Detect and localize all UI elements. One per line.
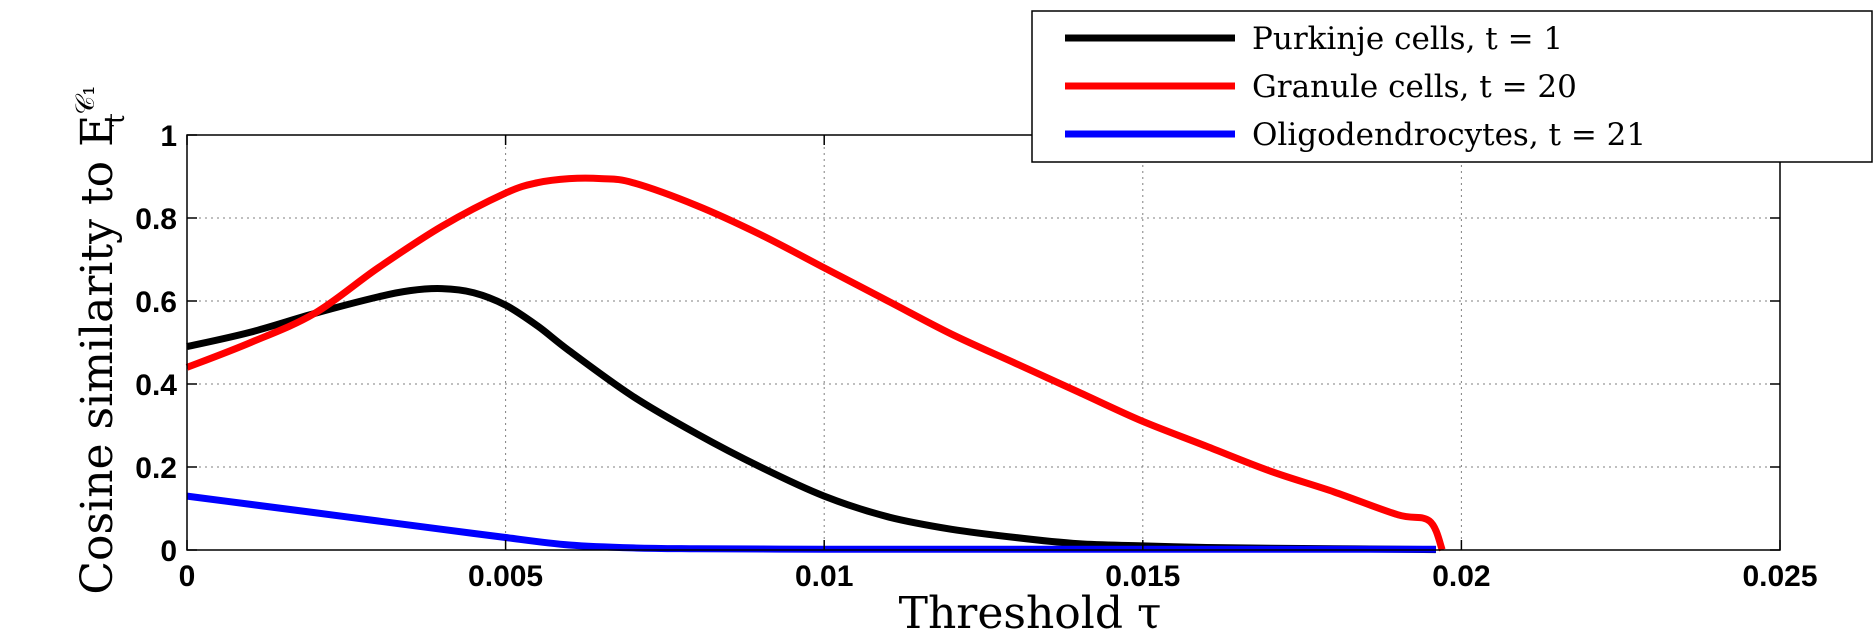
y-tick-label: 0.4 [135,369,177,402]
legend-label-2: Granule cells, t = 20 [1252,69,1577,105]
x-tick-label: 0 [179,560,196,593]
legend: Purkinje cells, t = 1 Granule cells, t = … [1031,10,1873,163]
y-tick-label: 0 [160,535,177,568]
y-tick-labels: 0 0.2 0.4 0.6 0.8 1 [135,120,177,568]
y-tick-label: 0.6 [135,286,177,319]
series-layer [185,174,1446,554]
axis-ticks [186,134,1781,551]
x-axis-title: Threshold τ [899,588,1162,639]
y-tick-label: 1 [160,120,177,153]
x-tick-labels: 0 0.005 0.01 0.015 0.02 0.025 [179,560,1818,593]
legend-label-3: Oligodendrocytes, t = 21 [1252,117,1646,153]
grid-lines [187,135,1780,550]
legend-label-1: Purkinje cells, t = 1 [1252,21,1563,57]
y-axis-title-sup: 𝒞₁ [71,85,101,114]
y-axis-title-main: Cosine similarity to E [72,115,123,595]
x-tick-label: 0.005 [468,560,543,593]
series-line-1 [186,285,1436,554]
y-axis-title-sub: τ [101,113,131,127]
y-tick-label: 0.8 [135,203,177,236]
series-line-2 [185,174,1446,552]
legend-entries: Purkinje cells, t = 1 Granule cells, t = … [1065,21,1646,153]
x-tick-label: 0.02 [1432,560,1490,593]
y-tick-label: 0.2 [135,452,177,485]
plot-area-frame [186,134,1781,551]
x-tick-label: 0.025 [1742,560,1817,593]
y-axis-title: Cosine similarity to E𝒞₁τ [71,85,131,594]
x-tick-label: 0.01 [795,560,853,593]
series-line-3 [186,492,1436,553]
x-tick-label: 0.015 [1105,560,1180,593]
